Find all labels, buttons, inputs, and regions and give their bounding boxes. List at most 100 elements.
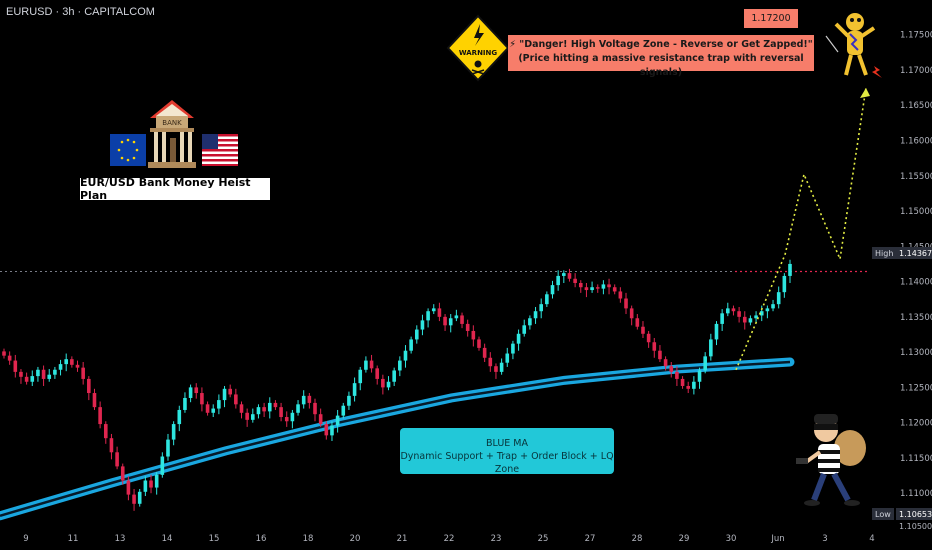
candle-body bbox=[431, 308, 436, 312]
candle-body bbox=[414, 329, 419, 340]
x-tick-label: 21 bbox=[397, 534, 408, 544]
high-price-label: 1.14367 bbox=[896, 247, 932, 259]
candle-body bbox=[737, 311, 741, 317]
candle-body bbox=[742, 316, 747, 323]
ma-band bbox=[0, 357, 795, 521]
candle-body bbox=[697, 370, 702, 382]
x-tick-label: 27 bbox=[585, 534, 596, 544]
candle-body bbox=[194, 387, 199, 394]
y-tick-label: 1.11000 bbox=[900, 489, 932, 499]
candle-body bbox=[675, 371, 679, 379]
x-tick-label: 22 bbox=[444, 534, 455, 544]
electric-man-icon bbox=[834, 13, 882, 78]
candle-body bbox=[115, 452, 119, 467]
candle-body bbox=[686, 385, 691, 389]
candle-body bbox=[646, 333, 651, 343]
candle-body bbox=[584, 287, 589, 291]
candle-body bbox=[335, 415, 340, 426]
candle-body bbox=[341, 405, 346, 416]
candle-body bbox=[499, 362, 504, 372]
candle-body bbox=[98, 407, 102, 425]
danger-callout: ⚡ "Danger! High Voltage Zone - Reverse o… bbox=[508, 35, 814, 78]
candle-body bbox=[714, 323, 719, 340]
candle-body bbox=[652, 342, 657, 351]
candle-body bbox=[437, 308, 442, 317]
candle-body bbox=[788, 263, 792, 276]
candle-body bbox=[53, 369, 57, 375]
candle-body bbox=[680, 378, 685, 386]
candle-body bbox=[307, 395, 312, 403]
candle-body bbox=[375, 368, 380, 379]
candle-body bbox=[81, 367, 85, 379]
x-tick-label: 16 bbox=[256, 534, 267, 544]
warning-label: WARNING bbox=[459, 49, 498, 57]
candle-body bbox=[126, 480, 131, 495]
candle-body bbox=[301, 395, 306, 405]
candle-body bbox=[776, 292, 781, 305]
candle-body bbox=[149, 480, 153, 488]
candle-body bbox=[465, 323, 470, 331]
y-tick-label: 1.12000 bbox=[900, 419, 932, 429]
candle-body bbox=[409, 339, 413, 351]
candle-body bbox=[720, 313, 724, 324]
candle-body bbox=[177, 409, 182, 425]
symbol-header: EURUSD · 3h · CAPITALCOM bbox=[6, 6, 155, 18]
candle-body bbox=[103, 424, 108, 439]
candle-body bbox=[488, 357, 493, 367]
x-tick-label: 11 bbox=[68, 534, 79, 544]
x-tick-label: 15 bbox=[209, 534, 220, 544]
candle-body bbox=[132, 494, 136, 504]
candle-body bbox=[403, 350, 408, 361]
candle-body bbox=[624, 298, 628, 309]
y-tick-label: 1.17500 bbox=[900, 31, 932, 41]
candle-body bbox=[381, 378, 385, 388]
candle-body bbox=[658, 350, 662, 360]
y-tick-label: 1.13000 bbox=[900, 348, 932, 358]
candle-body bbox=[183, 397, 187, 410]
low-price-label: 1.10653 bbox=[896, 508, 932, 520]
candle-body bbox=[398, 360, 402, 371]
candle-body bbox=[618, 291, 623, 299]
candle-body bbox=[205, 404, 210, 413]
bank-sign: BANK bbox=[162, 119, 182, 127]
candle-body bbox=[550, 285, 555, 295]
candle-body bbox=[296, 404, 300, 413]
eu-flag-icon bbox=[110, 134, 146, 166]
candle-body bbox=[607, 284, 611, 288]
candle-body bbox=[217, 400, 221, 409]
candle-body bbox=[273, 402, 278, 408]
candle-body bbox=[7, 355, 12, 361]
target-price-value: 1.17200 bbox=[751, 13, 791, 24]
x-tick-label: 3 bbox=[822, 534, 827, 544]
candle-body bbox=[284, 417, 289, 422]
candle-body bbox=[279, 407, 283, 418]
candle-body bbox=[635, 318, 640, 327]
candle-body bbox=[426, 311, 430, 321]
y-tick-label: 1.16500 bbox=[900, 101, 932, 111]
candle-body bbox=[754, 315, 758, 319]
candle-body bbox=[364, 360, 368, 370]
danger-line-2: (Price hitting a massive resistance trap… bbox=[518, 53, 804, 78]
candle-body bbox=[245, 412, 249, 420]
candle-body bbox=[731, 308, 736, 312]
candle-body bbox=[267, 402, 272, 412]
candle-body bbox=[92, 393, 97, 408]
ma-core bbox=[0, 360, 791, 517]
candle-body bbox=[420, 320, 425, 330]
x-tick-label: 13 bbox=[115, 534, 126, 544]
candle-body bbox=[567, 273, 572, 279]
y-tick-label: 1.13500 bbox=[900, 313, 932, 323]
candle-body bbox=[13, 360, 18, 372]
candle-body bbox=[443, 316, 447, 326]
candle-body bbox=[19, 371, 23, 377]
high-tag: High bbox=[872, 247, 897, 259]
candle-body bbox=[448, 318, 453, 326]
candle-body bbox=[511, 343, 515, 354]
x-tick-label: 14 bbox=[162, 534, 173, 544]
target-price-label: 1.17200 bbox=[744, 9, 798, 28]
candle-body bbox=[460, 315, 464, 324]
candle-body bbox=[358, 369, 363, 384]
candle-body bbox=[256, 407, 261, 415]
